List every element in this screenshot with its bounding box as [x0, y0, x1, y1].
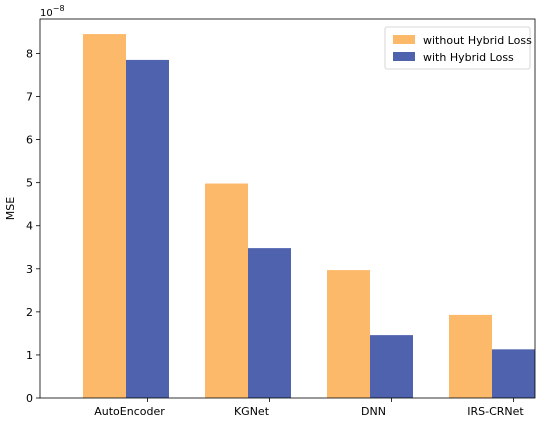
- x-tick-label: KGNet: [234, 405, 270, 418]
- y-axis-label: MSE: [4, 197, 17, 220]
- legend-swatch: [393, 35, 415, 44]
- axes-frame: [39, 18, 536, 399]
- y-axis-scale-base: 10: [40, 8, 53, 19]
- legend: without Hybrid Loss with Hybrid Loss: [384, 26, 532, 70]
- legend-swatch: [393, 52, 415, 61]
- y-tick-label: 6: [26, 134, 33, 147]
- y-tick-label: 7: [26, 91, 33, 104]
- y-tick-label: 1: [26, 349, 33, 362]
- x-tick-label: IRS-CRNet: [467, 405, 524, 418]
- legend-box: [384, 26, 531, 70]
- bar: [83, 34, 126, 399]
- bar: [327, 270, 370, 398]
- bar: [248, 248, 291, 398]
- x-tick-label: DNN: [361, 405, 386, 418]
- y-axis-scale-label: 10−8: [40, 4, 65, 19]
- y-tick-label: 5: [26, 177, 33, 190]
- y-tick-label: 8: [26, 47, 33, 60]
- y-tick-label: 0: [26, 392, 33, 405]
- x-axis-ticks: AutoEncoder KGNet DNN IRS-CRNet: [94, 398, 524, 418]
- y-tick-label: 3: [26, 263, 33, 276]
- bar: [449, 314, 492, 398]
- bars-group: [83, 34, 535, 399]
- y-axis-scale-exponent: −8: [53, 4, 65, 13]
- y-axis-ticks: 0 1 2 3 4 5 6 7 8: [26, 47, 40, 405]
- bar: [370, 335, 413, 398]
- legend-label: with Hybrid Loss: [423, 51, 514, 64]
- bar: [492, 349, 535, 398]
- y-tick-label: 4: [26, 220, 33, 233]
- y-tick-label: 2: [26, 306, 33, 319]
- bar: [126, 59, 169, 399]
- x-tick-label: AutoEncoder: [94, 405, 165, 418]
- legend-label: without Hybrid Loss: [423, 34, 532, 47]
- bar: [205, 183, 248, 398]
